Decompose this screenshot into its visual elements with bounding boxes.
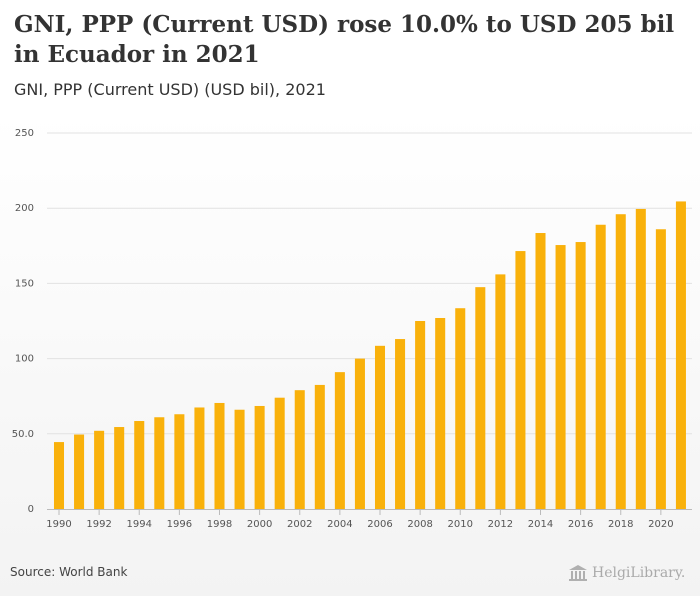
header: GNI, PPP (Current USD) rose 10.0% to USD…	[0, 0, 700, 113]
x-tick-label: 2000	[247, 519, 272, 530]
chart-title: GNI, PPP (Current USD) rose 10.0% to USD…	[14, 11, 675, 68]
x-tick-label: 2018	[608, 519, 633, 530]
library-building-icon	[569, 565, 587, 581]
bar-1995	[154, 417, 165, 509]
y-tick-label: 150	[15, 278, 34, 289]
bar-2007	[395, 339, 406, 509]
bar-2009	[435, 317, 446, 509]
x-tick-label: 1994	[127, 519, 152, 530]
chart-subtitle: GNI, PPP (Current USD) (USD bil), 2021	[14, 80, 326, 99]
bar-2005	[354, 358, 365, 509]
bar-2011	[475, 287, 486, 509]
y-tick-label: 100	[15, 354, 34, 365]
x-tick-label: 2016	[568, 519, 593, 530]
bar-2019	[635, 208, 646, 509]
x-tick-label: 2008	[407, 519, 432, 530]
bars	[53, 201, 686, 510]
bar-1998	[214, 402, 225, 509]
logo-text: HelgiLibrary.	[592, 565, 686, 581]
bar-2014	[535, 233, 546, 509]
x-tick-label: 2014	[528, 519, 553, 530]
y-tick-label: 50.0	[12, 429, 34, 440]
bar-2001	[274, 397, 285, 509]
bar-1997	[194, 407, 205, 509]
x-tick-label: 1996	[167, 519, 192, 530]
bar-2008	[415, 321, 426, 509]
x-axis-ticks: 1990 1992 1994 1996 1998 2000 2002 2004 2006 2008…	[46, 510, 674, 530]
bar-2015	[555, 245, 566, 509]
y-tick-label: 0	[28, 504, 34, 515]
bar-2013	[515, 251, 526, 509]
bar-2012	[495, 274, 506, 509]
bar-2018	[615, 214, 626, 509]
y-tick-label: 200	[15, 203, 34, 214]
bar-2016	[575, 242, 586, 510]
x-tick-label: 2010	[448, 519, 473, 530]
grid-lines	[47, 132, 692, 435]
helgi-library-logo[interactable]: HelgiLibrary.	[568, 561, 685, 585]
x-tick-label: 1992	[86, 519, 111, 530]
bar-2017	[595, 224, 606, 509]
bar-2010	[455, 308, 466, 509]
x-tick-label: 2002	[287, 519, 312, 530]
bar-1994	[134, 421, 145, 509]
bar-1990	[53, 442, 65, 509]
x-tick-label: 2020	[648, 519, 673, 530]
bar-2000	[254, 405, 265, 509]
bar-2004	[334, 372, 345, 509]
bar-2006	[374, 345, 386, 509]
x-tick-label: 1998	[207, 519, 232, 530]
bar-2020	[655, 229, 666, 510]
bar-2003	[314, 384, 325, 509]
source-note: Source: World Bank	[10, 565, 128, 579]
bar-1996	[174, 414, 185, 509]
y-tick-label: 250	[15, 128, 34, 139]
chart-area: 0 50.0 100 150 200 250 1990 1992 1994 1996 1998 20…	[0, 113, 700, 596]
x-tick-label: 2012	[488, 519, 513, 530]
bar-1993	[114, 427, 125, 509]
bar-1992	[94, 430, 105, 509]
bar-1991	[74, 434, 85, 509]
x-tick-label: 2006	[367, 519, 392, 530]
bar-chart: 0 50.0 100 150 200 250 1990 1992 1994 1996 1998 20…	[12, 128, 692, 530]
y-axis-ticks: 0 50.0 100 150 200 250	[12, 128, 34, 515]
x-tick-label: 2004	[327, 519, 352, 530]
x-tick-label: 1990	[46, 519, 71, 530]
bar-2002	[294, 390, 305, 509]
bar-2021	[675, 201, 686, 509]
bar-1999	[234, 409, 245, 509]
